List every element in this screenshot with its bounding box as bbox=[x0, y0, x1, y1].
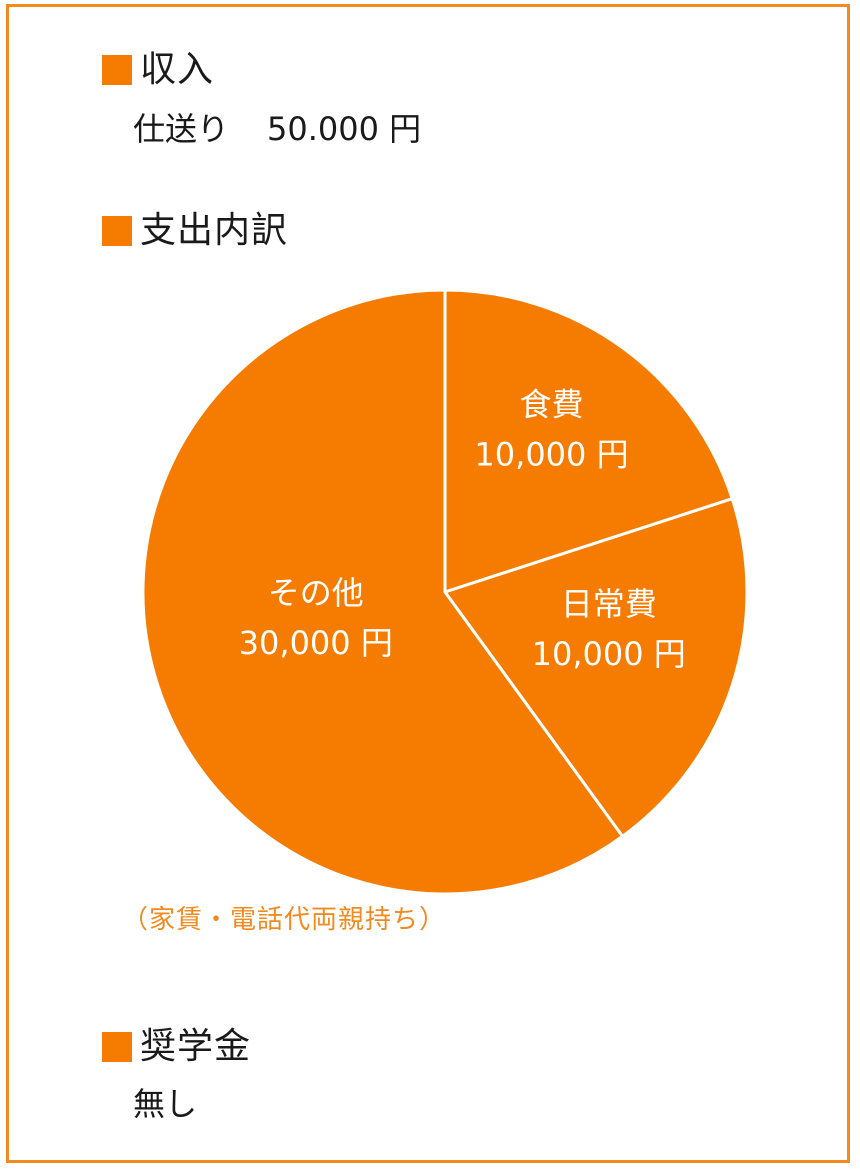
pie-slice-name-3: その他 bbox=[268, 574, 364, 612]
pie-slice-value-1: 10,000 円 bbox=[474, 435, 628, 473]
pie-slice-3 bbox=[141, 288, 625, 896]
pie-slice-value-3: 30,000 円 bbox=[239, 624, 393, 662]
scholarship-marker-square bbox=[102, 1032, 132, 1062]
income-label: 仕送り bbox=[133, 110, 230, 148]
expense-heading-text: 支出内訳 bbox=[140, 210, 289, 251]
income-marker-square bbox=[102, 55, 132, 85]
scholarship-value: 無し bbox=[133, 1085, 198, 1123]
pie-slice-name-1: 食費 bbox=[519, 385, 583, 423]
pie-slice-1 bbox=[443, 288, 734, 594]
pie-slice-name-2: 日常費 bbox=[561, 585, 657, 623]
income-heading: 収入 bbox=[102, 50, 214, 90]
income-row: 仕送り 50.000 円 bbox=[133, 111, 421, 147]
scholarship-heading-text: 奨学金 bbox=[140, 1026, 252, 1067]
pie-slice-value-2: 10,000 円 bbox=[532, 635, 686, 673]
expense-heading: 支出内訳 bbox=[102, 211, 288, 251]
expense-marker-square bbox=[102, 216, 132, 246]
outer-frame bbox=[6, 4, 850, 1163]
pie-slice-2 bbox=[443, 497, 749, 838]
expense-note: （家賃・電話代両親持ち） bbox=[122, 905, 447, 935]
scholarship-heading: 奨学金 bbox=[102, 1027, 251, 1067]
income-amount: 50.000 円 bbox=[267, 110, 422, 148]
income-heading-text: 収入 bbox=[140, 49, 215, 90]
